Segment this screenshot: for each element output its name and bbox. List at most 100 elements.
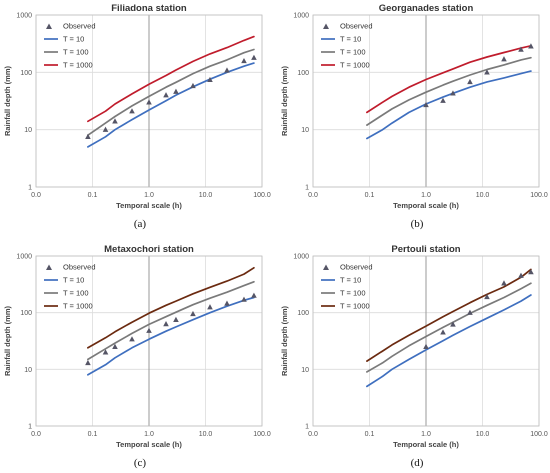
y-tick-label: 10 (24, 127, 32, 134)
y-tick-label: 100 (297, 310, 309, 317)
y-tick-label: 10 (24, 367, 32, 374)
chart-panel: Filiadona station 0.0 0.1 1.0 10.0 100.0 1 10 10… (3, 3, 271, 230)
series-line (87, 296, 255, 376)
data-point-marker (146, 327, 152, 333)
legend-marker (46, 264, 52, 270)
series-line (87, 280, 255, 361)
panel-caption: (a) (134, 218, 147, 230)
data-point-marker (224, 67, 230, 73)
legend-label: T = 100 (63, 289, 89, 298)
data-point-marker (251, 54, 257, 60)
data-point-marker (102, 126, 109, 132)
y-axis-label: Rainfall depth (mm) (3, 306, 12, 377)
legend-label: T = 10 (340, 276, 361, 285)
plot-area (35, 14, 263, 188)
data-point-marker (85, 133, 91, 140)
data-point-marker (190, 82, 196, 89)
x-tick-label: 10.0 (199, 192, 213, 199)
data-point-marker (112, 343, 118, 349)
data-point-marker (484, 293, 490, 300)
series-line (87, 48, 255, 137)
chart-title: Metaxochori station (104, 244, 194, 255)
data-point-marker (528, 269, 534, 275)
y-tick-label: 100 (297, 70, 309, 77)
x-tick-label: 0.1 (365, 431, 375, 438)
legend-label: T = 1000 (63, 302, 93, 311)
x-tick-label: 0.0 (31, 192, 41, 199)
x-tick-label: 100.0 (530, 431, 548, 438)
y-tick-label: 1 (28, 185, 32, 192)
x-tick-label: 10.0 (476, 431, 490, 438)
series-line (366, 268, 532, 362)
data-point-marker (251, 292, 257, 298)
data-point-marker (518, 46, 524, 52)
data-point-marker (241, 296, 247, 302)
legend-label: Observed (63, 22, 96, 31)
legend-label: T = 10 (63, 35, 84, 44)
x-tick-label: 10.0 (476, 192, 490, 199)
y-tick-label: 100 (20, 310, 32, 317)
legend-label: Observed (340, 22, 373, 31)
x-tick-label: 1.0 (421, 431, 431, 438)
chart-panel: Metaxochori station 0.0 0.1 1.0 10.0 100.0 1 10… (3, 244, 271, 469)
y-tick-label: 1 (305, 185, 309, 192)
data-point-marker (112, 118, 118, 124)
data-point-marker (440, 329, 446, 335)
chart-panel: Georganades station 0.0 0.1 1.0 10.0 100.0 1 10… (280, 3, 548, 230)
y-tick-label: 1000 (293, 254, 309, 261)
data-point-marker (190, 310, 196, 317)
data-point-marker (173, 316, 179, 322)
data-point-marker (423, 343, 429, 349)
y-tick-label: 1000 (293, 13, 309, 20)
data-point-marker (501, 56, 507, 62)
series-line (366, 282, 532, 373)
data-point-marker (163, 92, 169, 98)
chart-panel: Pertouli station 0.0 0.1 1.0 10.0 100.0 1 10 100… (280, 244, 548, 469)
panel-caption: (d) (411, 457, 424, 469)
data-point-marker (528, 43, 534, 49)
data-point-marker (207, 304, 213, 310)
y-axis-label: Rainfall depth (mm) (280, 66, 289, 137)
data-point-marker (501, 280, 507, 286)
y-tick-label: 10 (301, 127, 309, 134)
data-point-marker (129, 108, 135, 114)
legend-label: Observed (340, 263, 373, 272)
panel-caption: (c) (134, 457, 147, 469)
series-line (366, 70, 532, 140)
x-axis-label: Temporal scale (h) (393, 201, 459, 210)
y-tick-label: 10 (301, 367, 309, 374)
plot-area (312, 14, 540, 188)
legend-label: T = 1000 (63, 61, 93, 70)
legend-label: T = 100 (63, 48, 89, 57)
panel-caption: (b) (411, 218, 424, 230)
legend-label: T = 1000 (340, 61, 370, 70)
x-tick-label: 1.0 (144, 192, 154, 199)
x-tick-label: 0.0 (308, 192, 318, 199)
data-point-marker (163, 321, 169, 327)
y-tick-label: 1 (28, 424, 32, 431)
legend-label: T = 1000 (340, 302, 370, 311)
x-tick-label: 0.1 (88, 431, 98, 438)
legend-marker (323, 23, 329, 29)
legend-label: T = 100 (340, 48, 366, 57)
data-point-marker (129, 336, 135, 342)
y-axis-label: Rainfall depth (mm) (3, 66, 12, 137)
legend-marker (323, 264, 329, 270)
series-line (87, 35, 255, 123)
data-point-marker (102, 349, 109, 355)
data-point-marker (467, 309, 473, 315)
y-tick-label: 1000 (16, 254, 32, 261)
legend-label: T = 10 (63, 276, 84, 285)
x-tick-label: 0.1 (88, 192, 98, 199)
x-tick-label: 1.0 (421, 192, 431, 199)
series-line (87, 266, 255, 349)
x-axis-label: Temporal scale (h) (393, 440, 459, 449)
x-tick-label: 0.1 (365, 192, 375, 199)
series-line (366, 44, 532, 114)
x-tick-label: 10.0 (199, 431, 213, 438)
data-point-marker (241, 57, 247, 64)
data-point-marker (450, 321, 456, 327)
x-axis-label: Temporal scale (h) (116, 201, 182, 210)
data-point-marker (85, 359, 91, 366)
data-point-marker (518, 272, 524, 278)
